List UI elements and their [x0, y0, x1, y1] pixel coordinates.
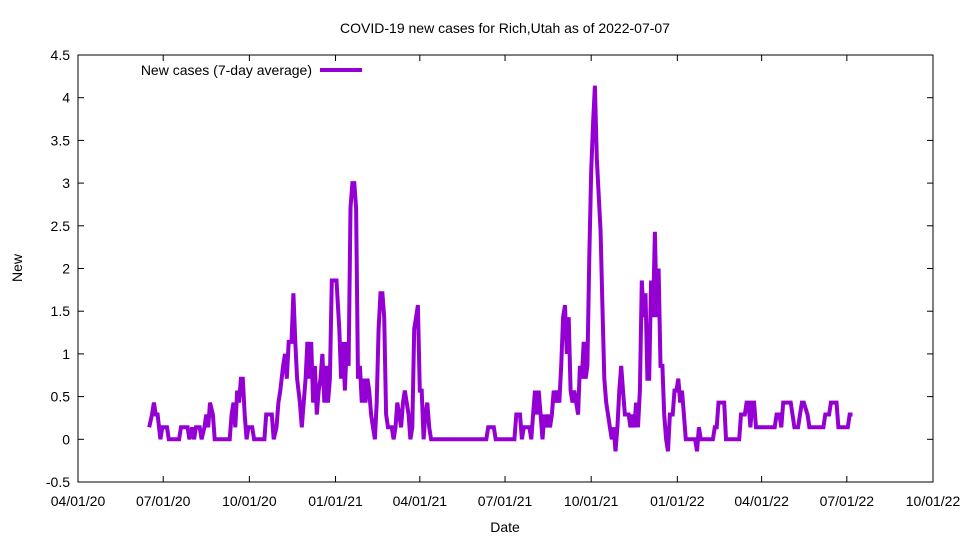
chart-title: COVID-19 new cases for Rich,Utah as of 2…	[340, 20, 670, 36]
x-tick-label: 04/01/20	[51, 493, 106, 509]
x-tick-label: 07/01/22	[820, 493, 875, 509]
x-tick-label: 07/01/21	[478, 493, 533, 509]
x-tick-label: 10/01/21	[564, 493, 619, 509]
y-axis-label: New	[9, 253, 25, 282]
y-tick-label: 3.5	[51, 132, 71, 148]
x-tick-label: 04/01/21	[393, 493, 448, 509]
x-tick-label: 10/01/22	[906, 493, 960, 509]
x-axis: 04/01/20 07/01/20 10/01/20 01/01/21 04/01/21…	[51, 55, 960, 509]
y-tick-label: 1.5	[51, 303, 71, 319]
y-tick-label: 4.5	[51, 47, 71, 63]
x-tick-label: 07/01/20	[136, 493, 191, 509]
y-tick-label: 1	[62, 346, 70, 362]
y-tick-label: 3	[62, 175, 70, 191]
legend-label: New cases (7-day average)	[141, 62, 312, 78]
y-tick-label: 2.5	[51, 218, 71, 234]
y-tick-label: 0	[62, 431, 70, 447]
x-axis-label: Date	[490, 519, 520, 535]
series-line-0	[147, 85, 853, 452]
x-tick-label: 04/01/22	[734, 493, 789, 509]
y-tick-label: -0.5	[46, 474, 70, 490]
x-tick-label: 10/01/20	[222, 493, 277, 509]
y-tick-label: 0.5	[51, 389, 71, 405]
series-layer	[147, 85, 853, 452]
x-tick-label: 01/01/21	[308, 493, 363, 509]
x-tick-label: 01/01/22	[650, 493, 705, 509]
y-tick-label: 4	[62, 90, 70, 106]
legend: New cases (7-day average)	[141, 62, 362, 78]
y-tick-label: 2	[62, 261, 70, 277]
y-axis: -0.5 0 0.5 1 1.5 2 2.5 3 3.5 4 4.5	[46, 47, 933, 490]
